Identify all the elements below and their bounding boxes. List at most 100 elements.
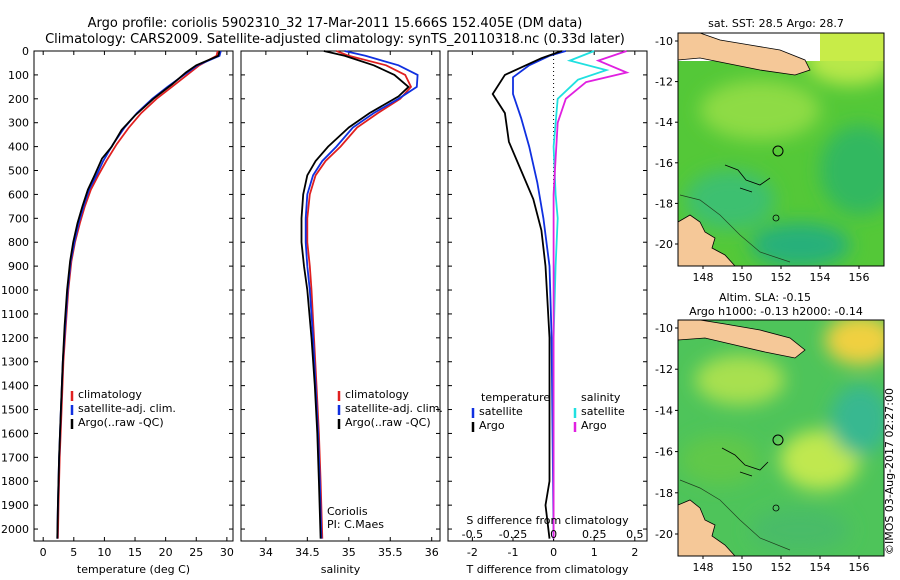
y-tick-label: 1900 (1, 499, 29, 512)
sst-patch (820, 125, 884, 215)
map-x-tick-label: 152 (771, 561, 792, 574)
map-x-tick-label: 154 (810, 271, 831, 284)
coastline (679, 194, 791, 263)
map-x-tick-label: 150 (732, 271, 753, 284)
legend-title: temperature (481, 391, 550, 404)
imos-credit: ©IMOS 03-Aug-2017 02:27:00 (883, 388, 896, 555)
plot-frame (240, 50, 441, 542)
sst-patch (700, 80, 820, 140)
sst-map-title: sat. SST: 28.5 Argo: 28.7 (708, 17, 844, 30)
x-tick-label: 2 (631, 546, 638, 559)
x-axis-label: salinity (321, 563, 361, 576)
map-x-tick-label: 154 (810, 561, 831, 574)
map-y-tick-label: -12 (655, 363, 673, 376)
map-y-tick-label: -18 (655, 487, 673, 500)
land (678, 320, 806, 359)
map-x-tick-label: 148 (693, 561, 714, 574)
x-tick-label: 35.5 (378, 546, 403, 559)
y-tick-label: 1200 (1, 332, 29, 345)
series-line (304, 50, 419, 539)
series-line (552, 50, 630, 539)
s-tick-label: -0.5 (462, 528, 483, 541)
map-y-tick-label: -14 (655, 116, 673, 129)
land (678, 33, 811, 76)
s-tick-label: 0 (550, 528, 557, 541)
x-tick-label: 0 (40, 546, 47, 559)
s-tick-label: 0.25 (582, 528, 607, 541)
x-tick-label: 34 (259, 546, 273, 559)
x-tick-label: 20 (159, 546, 173, 559)
y-tick-label: 1500 (1, 404, 29, 417)
x-tick-label: 25 (189, 546, 203, 559)
y-tick-label: 1300 (1, 356, 29, 369)
y-tick-label: 1800 (1, 475, 29, 488)
sst-patch (820, 33, 884, 61)
x-tick-label: -1 (507, 546, 518, 559)
series-line (552, 50, 610, 539)
map-x-tick-label: 152 (771, 271, 792, 284)
map-y-tick-label: -20 (655, 238, 673, 251)
title-line1: Argo profile: coriolis 5902310_32 17-Mar… (88, 16, 583, 31)
x-tick-label: -2 (467, 546, 478, 559)
y-tick-label: 400 (8, 141, 29, 154)
y-tick-label: 2000 (1, 523, 29, 536)
s-tick-label: 0.5 (626, 528, 644, 541)
x-axis-label: temperature (deg C) (77, 563, 190, 576)
y-tick-label: 0 (22, 45, 29, 58)
coastline (679, 479, 791, 551)
island (772, 504, 780, 512)
x-tick-label: 36 (425, 546, 439, 559)
reef-outline (724, 164, 771, 193)
island (772, 214, 780, 222)
land (678, 499, 736, 556)
legend-label: satellite (581, 405, 625, 418)
y-tick-label: 700 (8, 212, 29, 225)
x-axis-label: T difference from climatology (466, 563, 629, 576)
legend-label: satellite-adj. clim. (345, 402, 443, 415)
y-tick-label: 600 (8, 188, 29, 201)
sla-map-title1: Altim. SLA: -0.15 (719, 291, 811, 304)
legend-label: satellite-adj. clim. (78, 402, 176, 415)
land (678, 214, 736, 266)
y-tick-label: 1600 (1, 427, 29, 440)
legend-label: Argo(..raw -QC) (345, 416, 431, 429)
series-line (512, 50, 567, 539)
sla-patch (695, 355, 785, 405)
y-tick-label: 1000 (1, 284, 29, 297)
plot-frame (33, 50, 234, 542)
legend-label: Argo(..raw -QC) (78, 416, 164, 429)
y-tick-label: 800 (8, 236, 29, 249)
map-y-tick-label: -14 (655, 404, 673, 417)
legend-label: satellite (479, 405, 523, 418)
y-tick-label: 1100 (1, 308, 29, 321)
y-tick-label: 1400 (1, 380, 29, 393)
argo-position (772, 145, 784, 157)
sla-patch (680, 435, 760, 485)
map-x-tick-label: 156 (849, 271, 870, 284)
x-tick-label: 15 (128, 546, 142, 559)
note-text: Coriolis (327, 505, 368, 518)
reef-outline (721, 447, 769, 477)
map-y-tick-label: -10 (655, 35, 673, 48)
y-tick-label: 200 (8, 93, 29, 106)
y-tick-label: 1700 (1, 451, 29, 464)
x-tick-label: 0 (550, 546, 557, 559)
x-tick-label: 5 (70, 546, 77, 559)
sla-map-title2: Argo h1000: -0.13 h2000: -0.14 (689, 305, 863, 318)
map-y-tick-label: -16 (655, 446, 673, 459)
legend-title: salinity (581, 391, 621, 404)
map-x-tick-label: 150 (732, 561, 753, 574)
sst-map: sat. SST: 28.5 Argo: 28.7 -1 (655, 17, 885, 284)
series-line (491, 50, 563, 539)
sla-patch (750, 508, 850, 552)
map-y-tick-label: -18 (655, 197, 673, 210)
y-tick-label: 100 (8, 69, 29, 82)
map-x-tick-label: 156 (849, 561, 870, 574)
legend-label: climatology (345, 388, 409, 401)
map-y-tick-label: -20 (655, 528, 673, 541)
map-y-tick-label: -16 (655, 157, 673, 170)
y-tick-label: 500 (8, 165, 29, 178)
salinity-plot: 34 34.5 35 35.5 36 salinity climatologysatelli… (240, 50, 443, 576)
y-tick-label: 300 (8, 117, 29, 130)
